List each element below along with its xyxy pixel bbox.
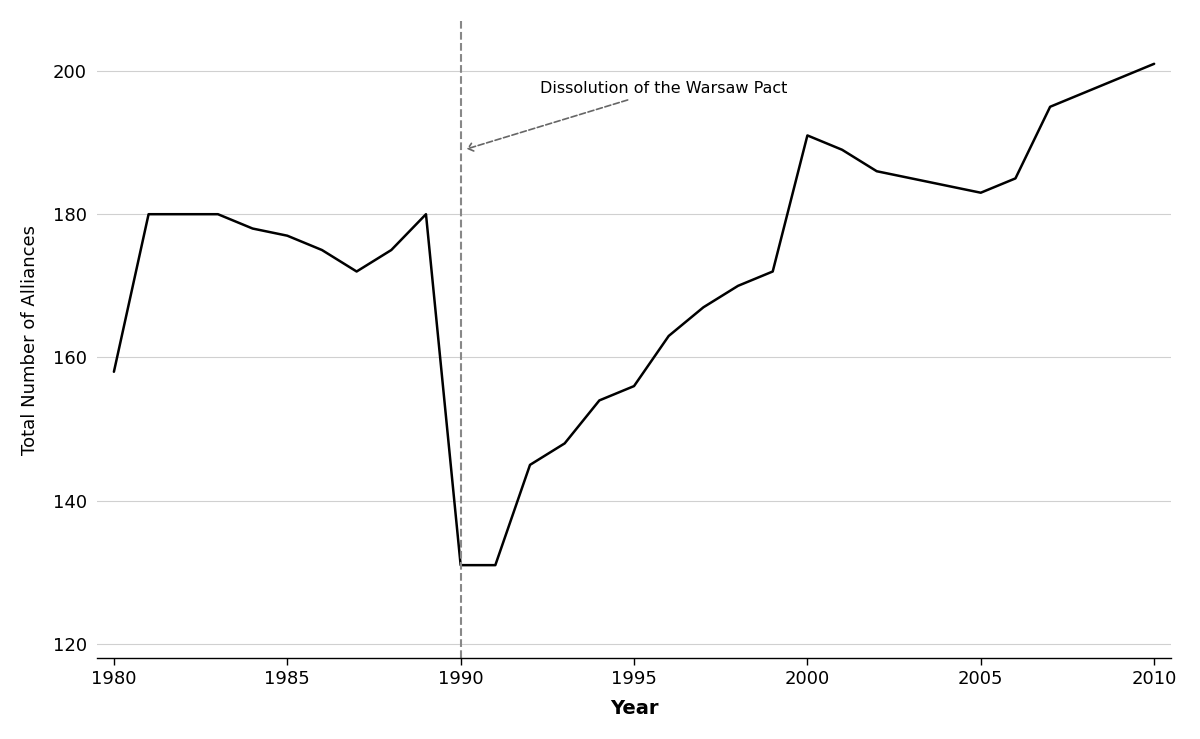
X-axis label: Year: Year	[610, 699, 659, 718]
Y-axis label: Total Number of Alliances: Total Number of Alliances	[20, 225, 38, 454]
Text: Dissolution of the Warsaw Pact: Dissolution of the Warsaw Pact	[468, 81, 787, 151]
